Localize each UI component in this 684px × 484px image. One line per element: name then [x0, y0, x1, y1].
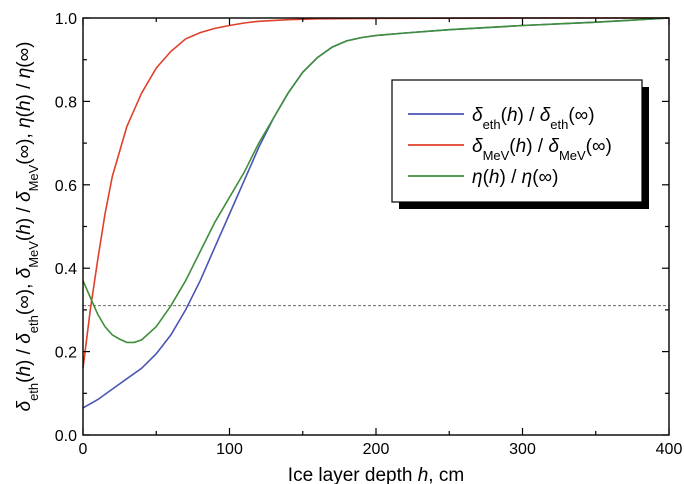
- x-axis-title: Ice layer depth h, cm: [288, 465, 464, 484]
- x-tick-label: 400: [656, 441, 683, 458]
- y-tick-label: 0.2: [55, 345, 77, 362]
- y-axis-title: δeth(h) / δeth(∞), δMeV(h) / δMeV(∞), η(…: [14, 42, 41, 412]
- series-layer: [82, 17, 670, 409]
- legend-label-mev: δMeV(h) / δMeV(∞): [472, 136, 612, 163]
- legend-box: [391, 79, 643, 203]
- y-tick-label: 0.6: [55, 178, 77, 195]
- y-tick-label: 1.0: [55, 11, 77, 28]
- series-line-eta: [82, 17, 670, 344]
- x-tick-label: 100: [216, 441, 243, 458]
- series-line-eth: [82, 17, 670, 409]
- legend-label-eta: η(h) / η(∞): [472, 167, 558, 188]
- x-tick-label: 200: [363, 441, 390, 458]
- y-tick-label: 0.0: [55, 428, 77, 445]
- legend: δeth(h) / δeth(∞) δMeV(h) / δMeV(∞) η(h) /…: [391, 79, 649, 209]
- y-tick-label: 0.8: [55, 94, 77, 111]
- legend-label-eth: δeth(h) / δeth(∞): [472, 105, 595, 132]
- series-line-mev: [82, 17, 669, 369]
- axis-titles: Ice layer depth h, cm δeth(h) / δeth(∞), …: [14, 42, 464, 484]
- x-tick-label: 300: [509, 441, 536, 458]
- x-tick-label: 0: [79, 441, 88, 458]
- axes-layer: 0 100 200 300 400 0.0 0.2 0.4 0.6 0.8 1.0: [55, 11, 683, 458]
- y-tick-label: 0.4: [55, 261, 77, 278]
